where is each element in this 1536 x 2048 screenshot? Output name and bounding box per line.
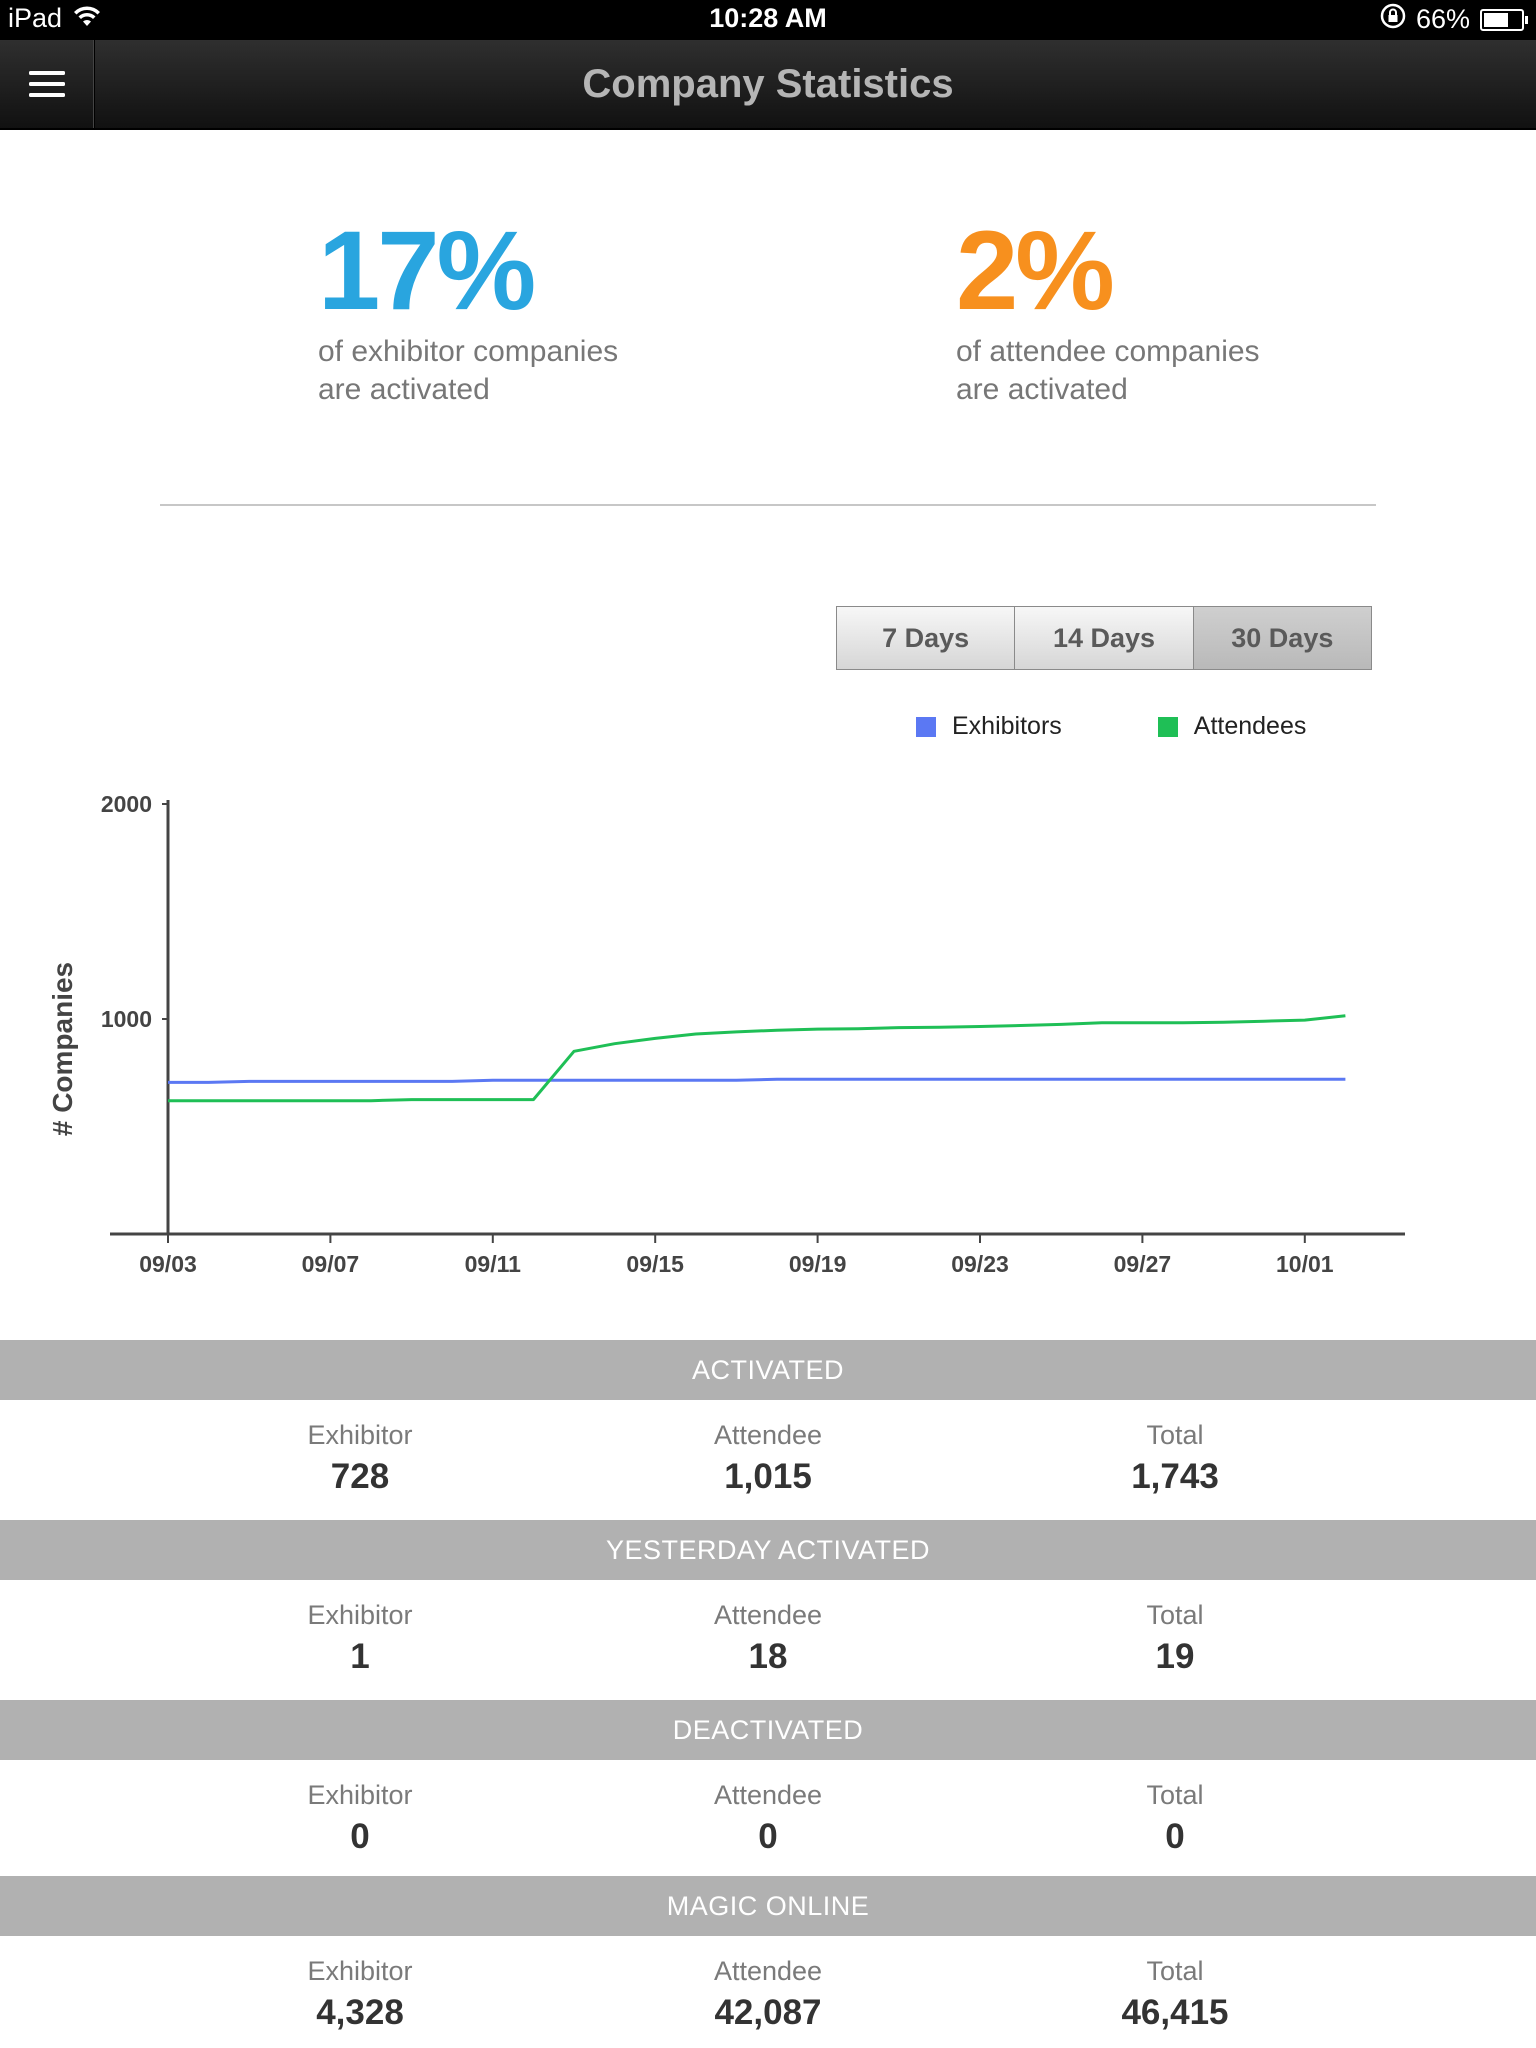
- legend-item-exhibitors: Exhibitors: [916, 712, 1062, 741]
- attendee-label: Attendee: [713, 1780, 823, 1810]
- total-label: Total: [1146, 1420, 1204, 1450]
- attendee-label: Attendee: [713, 1956, 823, 1986]
- series-line-exhibitors: [168, 1077, 1346, 1084]
- total-stat-cell: Total 0: [1025, 1780, 1325, 1857]
- attendee-value: 0: [758, 1817, 778, 1856]
- total-label: Total: [1146, 1956, 1204, 1986]
- y-tick-label: 2000: [101, 791, 152, 817]
- tab-14-days[interactable]: 14 Days: [1015, 607, 1194, 669]
- total-stat-cell: Total 1,743: [1025, 1420, 1325, 1497]
- x-tick-label: 09/23: [951, 1251, 1009, 1277]
- tab-7-days[interactable]: 7 Days: [837, 607, 1016, 669]
- tab-30-days[interactable]: 30 Days: [1193, 607, 1371, 669]
- attendee-description-line1: of attendee companies: [956, 335, 1260, 368]
- attendee-label: Attendee: [713, 1420, 823, 1450]
- attendee-value: 1,015: [724, 1457, 812, 1496]
- total-value: 1,743: [1131, 1457, 1219, 1496]
- hamburger-icon: [29, 71, 65, 97]
- y-axis-label: # Companies: [47, 962, 78, 1136]
- companies-line-chart: 2000 1000 09/03 09/07 09/11 09/15 09/19 09/23 09…: [47, 791, 1405, 1277]
- device-name: iPad: [8, 3, 63, 33]
- legend-label-attendees: Attendees: [1193, 712, 1307, 740]
- attendee-label: Attendee: [713, 1600, 823, 1630]
- exhibitor-description: of exhibitor companies are activated: [318, 333, 738, 409]
- total-value: 46,415: [1121, 1993, 1229, 2032]
- page-title: Company Statistics: [582, 62, 954, 106]
- legend-item-attendees: Attendees: [1157, 712, 1307, 741]
- attendee-stat-cell: Attendee 0: [618, 1780, 918, 1857]
- attendee-value: 18: [748, 1637, 788, 1676]
- battery-percent: 66%: [1415, 4, 1470, 34]
- exhibitor-value: 728: [330, 1457, 390, 1496]
- attendee-stat-cell: Attendee 18: [618, 1600, 918, 1677]
- x-tick-label: 09/11: [465, 1251, 521, 1277]
- exhibitor-value: 1: [350, 1637, 370, 1676]
- attendee-stat-cell: Attendee 42,087: [618, 1956, 918, 2033]
- x-tick-label: 10/01: [1276, 1251, 1334, 1277]
- status-bar: iPad 10:28 AM 66%: [0, 0, 1536, 40]
- section-header: YESTERDAY ACTIVATED: [0, 1520, 1536, 1580]
- exhibitor-description-line2: are activated: [318, 373, 490, 406]
- attendee-percent: 2%: [956, 208, 1115, 333]
- total-stat-cell: Total 19: [1025, 1600, 1325, 1677]
- total-stat-cell: Total 46,415: [1025, 1956, 1325, 2033]
- exhibitor-stat-cell: Exhibitor 4,328: [210, 1956, 510, 2033]
- x-tick-label: 09/03: [139, 1251, 197, 1277]
- exhibitor-label: Exhibitor: [307, 1956, 413, 1986]
- wifi-icon: [72, 3, 102, 34]
- x-tick-label: 09/27: [1114, 1251, 1172, 1277]
- total-value: 0: [1165, 1817, 1185, 1856]
- exhibitor-label: Exhibitor: [307, 1420, 413, 1450]
- rotation-lock-icon: [1380, 3, 1406, 36]
- exhibitor-stat-cell: Exhibitor 0: [210, 1780, 510, 1857]
- section-header: MAGIC ONLINE: [0, 1876, 1536, 1936]
- menu-button[interactable]: [0, 40, 95, 128]
- x-tick-label: 09/07: [302, 1251, 360, 1277]
- range-selector: 7 Days 14 Days 30 Days: [836, 606, 1372, 670]
- x-tick-label: 09/19: [789, 1251, 847, 1277]
- legend-swatch-exhibitors: [916, 716, 936, 737]
- attendee-summary: 2% of attendee companies are activated: [956, 215, 1376, 409]
- legend-swatch-attendees: [1157, 716, 1178, 737]
- exhibitor-label: Exhibitor: [307, 1600, 413, 1630]
- total-label: Total: [1146, 1780, 1204, 1810]
- chart-legend: Exhibitors Attendees: [916, 712, 1306, 741]
- total-label: Total: [1146, 1600, 1204, 1630]
- total-value: 19: [1155, 1637, 1195, 1676]
- exhibitor-value: 4,328: [316, 1993, 404, 2032]
- exhibitor-percent: 17%: [318, 208, 536, 333]
- y-tick-label: 1000: [101, 1006, 152, 1032]
- series-line-attendees: [168, 1014, 1346, 1103]
- exhibitor-stat-cell: Exhibitor 728: [210, 1420, 510, 1497]
- exhibitor-description-line1: of exhibitor companies: [318, 335, 619, 368]
- attendee-description: of attendee companies are activated: [956, 333, 1376, 409]
- exhibitor-label: Exhibitor: [307, 1780, 413, 1810]
- attendee-value: 42,087: [714, 1993, 822, 2032]
- exhibitor-summary: 17% of exhibitor companies are activated: [318, 215, 738, 409]
- exhibitor-stat-cell: Exhibitor 1: [210, 1600, 510, 1677]
- attendee-description-line2: are activated: [956, 373, 1128, 406]
- section-header: ACTIVATED: [0, 1340, 1536, 1400]
- section-header: DEACTIVATED: [0, 1700, 1536, 1760]
- attendee-stat-cell: Attendee 1,015: [618, 1420, 918, 1497]
- exhibitor-value: 0: [350, 1817, 370, 1856]
- battery-icon: [1480, 8, 1528, 31]
- section-divider: [160, 504, 1376, 506]
- legend-label-exhibitors: Exhibitors: [952, 712, 1062, 740]
- navigation-bar: Company Statistics: [0, 40, 1536, 130]
- x-tick-label: 09/15: [626, 1251, 684, 1277]
- status-time: 10:28 AM: [709, 3, 827, 33]
